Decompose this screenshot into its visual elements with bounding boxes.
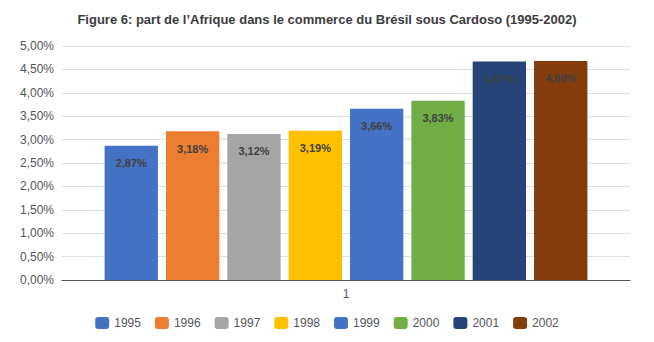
svg-text:Figure 6: part de l’Afrique da: Figure 6: part de l’Afrique dans le comm… xyxy=(77,12,576,27)
svg-text:0,00%: 0,00% xyxy=(20,273,54,287)
svg-text:3,83%: 3,83% xyxy=(422,112,453,124)
svg-text:1998: 1998 xyxy=(293,316,320,330)
svg-text:2,50%: 2,50% xyxy=(20,156,54,170)
svg-text:3,18%: 3,18% xyxy=(177,143,208,155)
svg-text:4,00%: 4,00% xyxy=(20,86,54,100)
svg-text:2,87%: 2,87% xyxy=(116,157,147,169)
svg-text:1996: 1996 xyxy=(174,316,201,330)
svg-text:1,50%: 1,50% xyxy=(20,203,54,217)
svg-text:2000: 2000 xyxy=(413,316,440,330)
svg-text:3,19%: 3,19% xyxy=(300,142,331,154)
svg-text:2001: 2001 xyxy=(472,316,499,330)
svg-text:3,12%: 3,12% xyxy=(238,145,269,157)
svg-text:0,50%: 0,50% xyxy=(20,250,54,264)
svg-text:1999: 1999 xyxy=(353,316,380,330)
svg-text:3,50%: 3,50% xyxy=(20,109,54,123)
svg-text:1,00%: 1,00% xyxy=(20,226,54,240)
svg-text:1995: 1995 xyxy=(114,316,141,330)
svg-text:4,67%: 4,67% xyxy=(484,73,515,85)
svg-text:2002: 2002 xyxy=(532,316,559,330)
svg-text:5,00%: 5,00% xyxy=(20,39,54,53)
svg-text:3,00%: 3,00% xyxy=(20,133,54,147)
svg-text:4,68%: 4,68% xyxy=(545,72,576,84)
svg-text:1997: 1997 xyxy=(234,316,261,330)
svg-text:2,00%: 2,00% xyxy=(20,179,54,193)
svg-text:4,50%: 4,50% xyxy=(20,62,54,76)
svg-text:3,66%: 3,66% xyxy=(361,120,392,132)
svg-text:1: 1 xyxy=(343,287,350,301)
